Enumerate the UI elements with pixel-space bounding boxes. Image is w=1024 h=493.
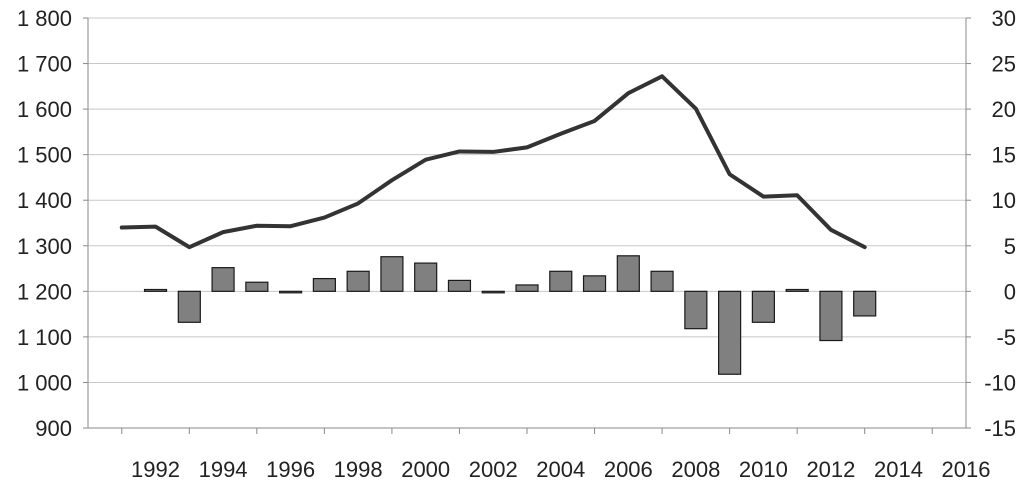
- right-tick-label: -5: [996, 325, 1016, 350]
- bar: [819, 290, 843, 342]
- bar: [279, 290, 303, 294]
- right-tick-label: 30: [992, 6, 1016, 31]
- bar: [785, 288, 809, 292]
- bar: [177, 290, 201, 323]
- line-series: [119, 74, 867, 250]
- bar: [447, 279, 472, 292]
- bar: [380, 256, 404, 292]
- x-tick-label: 2014: [874, 457, 923, 482]
- bar: [549, 270, 573, 292]
- bar: [346, 270, 370, 292]
- x-tick-label: 2010: [739, 457, 788, 482]
- x-tick-label: 1996: [266, 457, 315, 482]
- left-tick-label: 1 000: [17, 370, 72, 395]
- x-tick-label: 2012: [806, 457, 855, 482]
- bar: [245, 281, 269, 292]
- bar: [853, 290, 877, 317]
- x-tick-label: 2006: [604, 457, 653, 482]
- x-tick-label: 1994: [199, 457, 248, 482]
- bar: [751, 290, 775, 323]
- right-tick-label: 20: [992, 97, 1016, 122]
- left-tick-label: 1 400: [17, 188, 72, 213]
- bar-series: [143, 255, 877, 375]
- bar: [143, 288, 168, 292]
- bar: [515, 284, 539, 292]
- bar: [684, 290, 708, 330]
- left-tick-label: 1 600: [17, 97, 72, 122]
- left-tick-label: 900: [35, 416, 72, 441]
- right-axis-tick-labels: -15 -10 -5 0 5 10 15 20 25 30: [984, 6, 1016, 441]
- x-tick-label: 2002: [469, 457, 518, 482]
- left-tick-label: 1 100: [17, 325, 72, 350]
- bar: [414, 262, 438, 292]
- right-tick-label: 15: [992, 143, 1016, 168]
- bar: [211, 267, 235, 292]
- left-tick-label: 1 700: [17, 52, 72, 77]
- right-tick-label: -15: [984, 416, 1016, 441]
- x-tick-label: 1992: [131, 457, 180, 482]
- x-tick-label: 2016: [942, 457, 991, 482]
- right-tick-label: 0: [1004, 279, 1016, 304]
- x-tick-label: 2000: [401, 457, 450, 482]
- bar: [650, 270, 674, 292]
- left-tick-label: 1 300: [17, 234, 72, 259]
- series-line: [119, 74, 867, 250]
- bar: [616, 255, 640, 292]
- right-tick-label: 10: [992, 188, 1016, 213]
- axes: [83, 17, 971, 434]
- left-tick-label: 1 800: [17, 6, 72, 31]
- x-axis-tick-labels: 1992 1994 1996 1998 2000 2002 2004 2006 2008 2010…: [131, 457, 990, 482]
- right-tick-label: 5: [1004, 234, 1016, 259]
- bar: [481, 290, 505, 294]
- bar: [718, 290, 742, 375]
- x-tick-label: 2004: [536, 457, 585, 482]
- right-tick-label: -10: [984, 370, 1016, 395]
- left-tick-label: 1 500: [17, 143, 72, 168]
- right-tick-label: 25: [992, 52, 1016, 77]
- x-tick-label: 1998: [334, 457, 383, 482]
- x-tick-label: 2008: [671, 457, 720, 482]
- bar: [582, 275, 607, 292]
- left-tick-label: 1 200: [17, 279, 72, 304]
- bar: [312, 277, 336, 292]
- left-axis-tick-labels: 900 1 000 1 100 1 200 1 300 1 400 1 500 1 600 1 …: [17, 6, 72, 441]
